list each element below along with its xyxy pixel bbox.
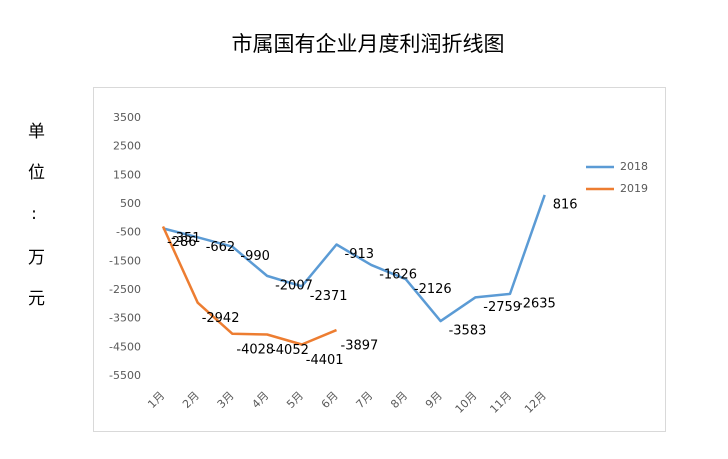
x-tick-label: 2月 (180, 389, 202, 411)
x-tick-label: 5月 (284, 389, 306, 411)
y-tick-label: -4500 (109, 340, 141, 353)
data-label: -286 (167, 235, 197, 250)
x-tick-label: 12月 (522, 389, 549, 416)
legend-label: 2018 (620, 160, 648, 173)
data-label: -2371 (310, 289, 348, 304)
data-label: -990 (240, 249, 270, 264)
data-label: -2635 (518, 296, 556, 311)
data-label: -913 (345, 247, 375, 262)
x-tick-label: 3月 (215, 389, 237, 411)
y-axis-label: 单位:万元 (24, 122, 44, 330)
data-label: -4028 (236, 342, 274, 357)
data-label: -3897 (341, 339, 379, 354)
data-label: -2942 (202, 311, 240, 326)
data-label: -4401 (306, 353, 344, 368)
chart-frame (93, 87, 666, 432)
data-label: -2126 (414, 282, 452, 297)
x-tick-label: 10月 (453, 389, 480, 416)
x-tick-label: 4月 (249, 389, 271, 411)
data-label: -4052 (271, 343, 309, 358)
y-tick-label: 3500 (113, 111, 141, 124)
y-tick-label: 1500 (113, 168, 141, 181)
y-tick-label: -5500 (109, 369, 141, 382)
chart-title: 市属国有企业月度利润折线图 (232, 32, 505, 56)
data-label: -662 (206, 240, 236, 255)
series-line (162, 194, 546, 323)
y-tick-label: -1500 (109, 254, 141, 267)
x-tick-label: 11月 (487, 389, 514, 416)
y-tick-label: -500 (116, 226, 141, 239)
legend-label: 2019 (620, 182, 648, 195)
series-line (161, 226, 337, 346)
x-tick-label: 7月 (354, 389, 376, 411)
x-tick-label: 1月 (145, 389, 167, 411)
x-tick-label: 8月 (388, 389, 410, 411)
y-tick-label: 2500 (113, 140, 141, 153)
y-tick-label: -3500 (109, 312, 141, 325)
y-tick-label: -2500 (109, 283, 141, 296)
x-tick-label: 6月 (319, 389, 341, 411)
data-label: -351 (171, 231, 201, 246)
data-label: -2007 (275, 278, 313, 293)
data-label: -3583 (449, 324, 487, 339)
y-tick-label: 500 (120, 197, 141, 210)
data-label: -2759 (483, 300, 521, 315)
data-label: 816 (553, 197, 578, 212)
data-label: -1626 (379, 267, 417, 282)
x-tick-label: 9月 (423, 389, 445, 411)
